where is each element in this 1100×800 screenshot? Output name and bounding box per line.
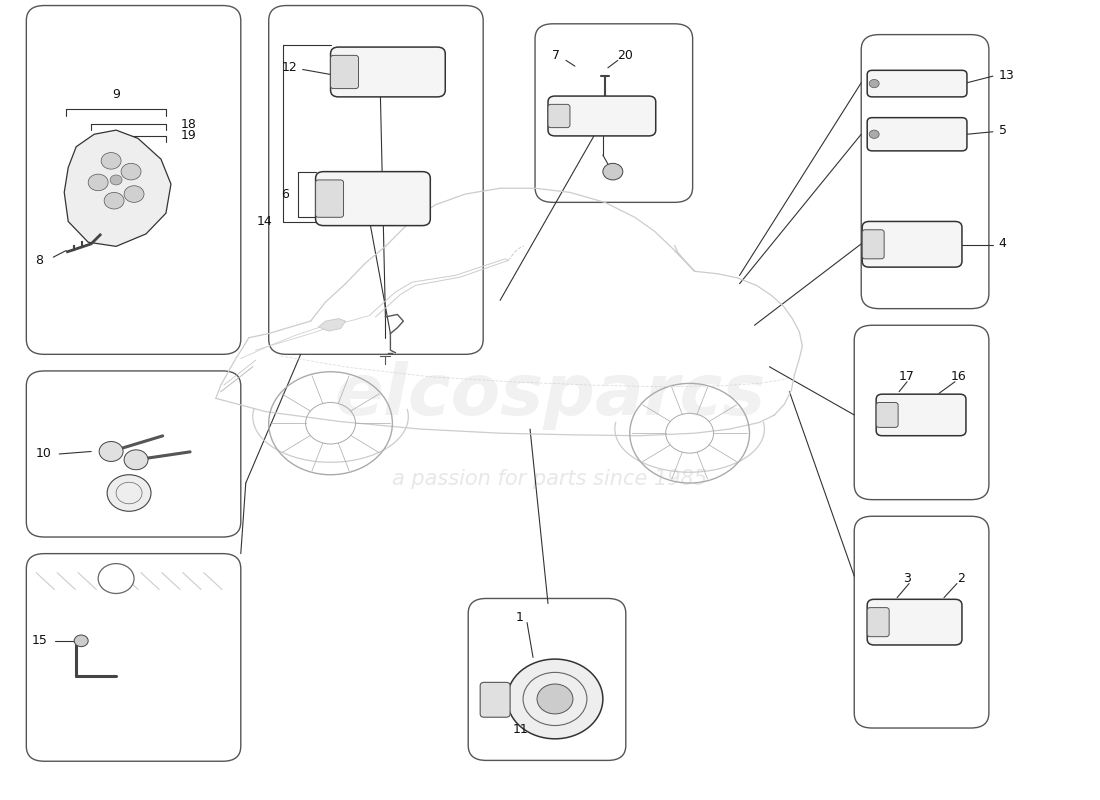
Circle shape <box>74 635 88 646</box>
Text: 6: 6 <box>280 187 288 201</box>
FancyBboxPatch shape <box>862 222 962 267</box>
FancyBboxPatch shape <box>316 180 343 218</box>
Text: 4: 4 <box>999 238 1007 250</box>
Circle shape <box>603 163 623 180</box>
FancyBboxPatch shape <box>867 599 962 645</box>
FancyBboxPatch shape <box>26 554 241 762</box>
Text: 17: 17 <box>899 370 915 383</box>
Text: elcosparcs: elcosparcs <box>334 362 766 430</box>
Circle shape <box>121 163 141 180</box>
Circle shape <box>869 130 879 138</box>
FancyBboxPatch shape <box>535 24 693 202</box>
FancyBboxPatch shape <box>867 608 889 637</box>
FancyBboxPatch shape <box>469 598 626 761</box>
Text: 14: 14 <box>257 215 273 228</box>
Circle shape <box>98 563 134 594</box>
Circle shape <box>88 174 108 190</box>
Text: 8: 8 <box>35 254 43 267</box>
FancyBboxPatch shape <box>862 230 884 259</box>
Polygon shape <box>64 130 170 246</box>
FancyBboxPatch shape <box>331 55 359 89</box>
FancyBboxPatch shape <box>855 516 989 728</box>
FancyBboxPatch shape <box>268 6 483 354</box>
Circle shape <box>124 450 148 470</box>
Text: 10: 10 <box>35 447 52 461</box>
Text: 15: 15 <box>32 634 47 647</box>
Text: 13: 13 <box>999 69 1014 82</box>
Text: 9: 9 <box>112 88 120 101</box>
Circle shape <box>507 659 603 739</box>
FancyBboxPatch shape <box>877 402 898 427</box>
FancyBboxPatch shape <box>26 371 241 537</box>
Circle shape <box>104 192 124 209</box>
Text: 18: 18 <box>180 118 197 130</box>
Circle shape <box>101 153 121 169</box>
Circle shape <box>124 186 144 202</box>
Text: 12: 12 <box>282 62 297 74</box>
FancyBboxPatch shape <box>548 96 656 136</box>
Polygon shape <box>319 318 345 331</box>
Circle shape <box>110 175 122 185</box>
FancyBboxPatch shape <box>331 47 446 97</box>
FancyBboxPatch shape <box>877 394 966 436</box>
FancyBboxPatch shape <box>861 34 989 309</box>
Text: 3: 3 <box>903 572 911 585</box>
Text: 16: 16 <box>952 370 967 383</box>
Circle shape <box>869 79 879 88</box>
Circle shape <box>107 474 151 511</box>
FancyBboxPatch shape <box>867 70 967 97</box>
Text: a passion for parts since 1985: a passion for parts since 1985 <box>393 469 707 489</box>
Circle shape <box>99 442 123 462</box>
Text: 19: 19 <box>180 130 197 142</box>
FancyBboxPatch shape <box>26 6 241 354</box>
Text: 1: 1 <box>516 611 524 624</box>
FancyBboxPatch shape <box>855 326 989 500</box>
Circle shape <box>537 684 573 714</box>
Text: 5: 5 <box>999 124 1007 137</box>
Text: 7: 7 <box>552 49 560 62</box>
FancyBboxPatch shape <box>316 172 430 226</box>
Text: 20: 20 <box>617 49 632 62</box>
Text: 2: 2 <box>957 572 965 585</box>
FancyBboxPatch shape <box>481 682 510 718</box>
FancyBboxPatch shape <box>548 104 570 128</box>
Text: 11: 11 <box>513 723 528 736</box>
FancyBboxPatch shape <box>867 118 967 151</box>
